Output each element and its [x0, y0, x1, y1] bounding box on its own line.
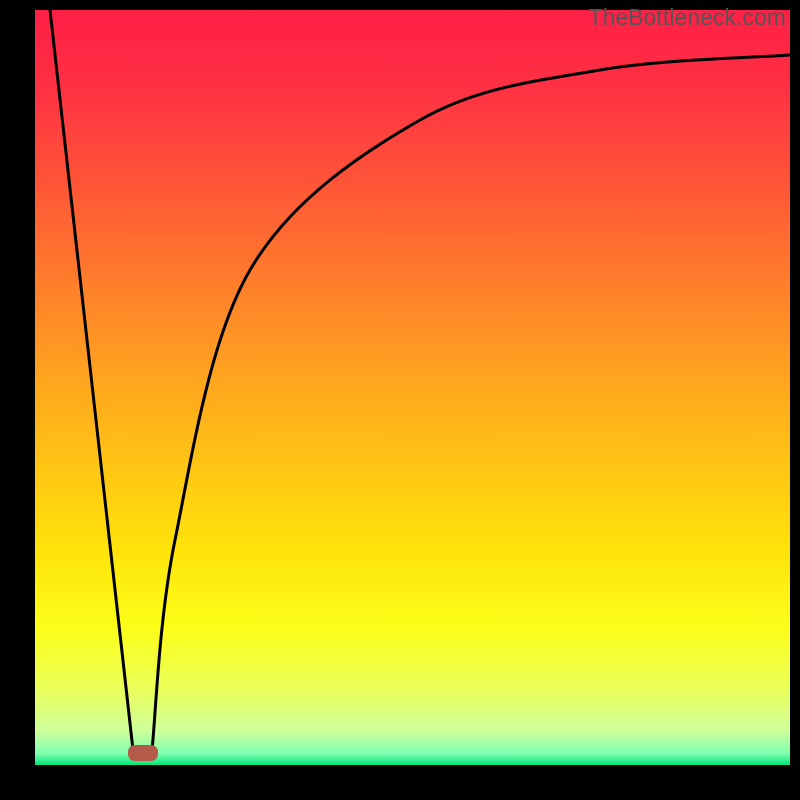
optimal-marker: [128, 745, 158, 761]
watermark-text: TheBottleneck.com: [589, 4, 786, 31]
bottleneck-chart: TheBottleneck.com: [0, 0, 800, 800]
chart-canvas: [0, 0, 800, 800]
